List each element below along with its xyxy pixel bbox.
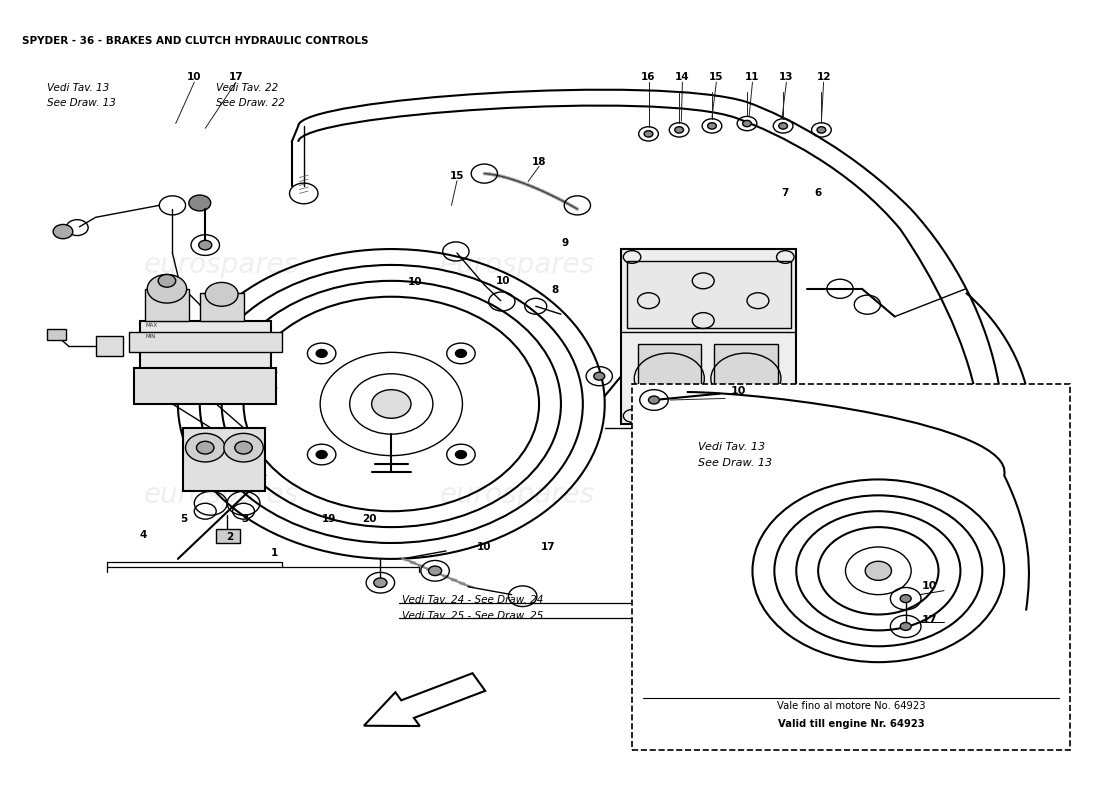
Text: 1: 1 (271, 547, 278, 558)
Circle shape (900, 622, 911, 630)
Text: Vale fino al motore No. 64923: Vale fino al motore No. 64923 (777, 702, 925, 711)
Text: 15: 15 (710, 73, 724, 82)
Circle shape (707, 122, 716, 129)
Text: Vedi Tav. 13: Vedi Tav. 13 (46, 83, 109, 94)
Text: 19: 19 (321, 514, 337, 524)
Text: Vedi Tav. 22: Vedi Tav. 22 (217, 83, 278, 94)
Circle shape (189, 195, 211, 211)
Text: 17: 17 (229, 73, 243, 82)
Circle shape (199, 240, 212, 250)
Bar (134, 368, 276, 404)
Circle shape (742, 120, 751, 126)
Circle shape (594, 372, 605, 380)
Circle shape (197, 442, 215, 454)
Bar (632, 384, 1070, 750)
Text: 10: 10 (922, 581, 937, 590)
Text: 10: 10 (187, 73, 201, 82)
Circle shape (372, 390, 411, 418)
Bar (46, 330, 66, 341)
Text: eurospares: eurospares (144, 251, 299, 279)
Circle shape (649, 396, 659, 404)
Bar (145, 289, 189, 321)
Text: 7: 7 (782, 189, 789, 198)
Circle shape (234, 442, 252, 454)
Bar (217, 529, 240, 543)
Circle shape (158, 274, 176, 287)
Text: 5: 5 (179, 514, 187, 524)
Circle shape (455, 450, 466, 458)
Text: 10: 10 (730, 386, 746, 396)
Circle shape (316, 450, 327, 458)
Text: Vedi Tav. 13: Vedi Tav. 13 (697, 442, 764, 452)
Text: 10: 10 (496, 276, 510, 286)
Text: eurospares: eurospares (440, 482, 595, 510)
Text: 10: 10 (408, 278, 422, 287)
Text: 17: 17 (540, 542, 556, 552)
Text: eurospares: eurospares (144, 482, 299, 510)
Bar (621, 249, 796, 424)
Text: Vedi Tav. 24 - See Draw. 24: Vedi Tav. 24 - See Draw. 24 (403, 595, 543, 605)
Text: 17: 17 (922, 615, 937, 625)
Text: Vedi Tav. 25 - See Draw. 25: Vedi Tav. 25 - See Draw. 25 (403, 611, 543, 621)
Text: 15: 15 (450, 171, 464, 181)
FancyArrow shape (364, 674, 485, 726)
Bar (140, 321, 271, 372)
Bar (968, 605, 997, 622)
Text: 9: 9 (562, 238, 569, 248)
Bar (129, 333, 282, 352)
Circle shape (206, 282, 238, 306)
Text: 16: 16 (641, 73, 656, 82)
Text: 11: 11 (745, 73, 760, 82)
Text: 6: 6 (814, 189, 822, 198)
Circle shape (900, 594, 911, 602)
Bar (184, 428, 265, 491)
Text: MAX: MAX (145, 323, 157, 329)
Bar (96, 337, 123, 356)
Circle shape (53, 225, 73, 238)
Text: 20: 20 (362, 514, 376, 524)
Circle shape (147, 274, 187, 303)
Circle shape (316, 350, 327, 358)
Text: 14: 14 (675, 73, 690, 82)
Text: Valid till engine Nr. 64923: Valid till engine Nr. 64923 (778, 719, 924, 729)
Bar (714, 344, 778, 412)
Text: See Draw. 13: See Draw. 13 (697, 458, 772, 467)
Text: See Draw. 22: See Draw. 22 (217, 98, 285, 108)
Bar (638, 344, 701, 412)
Text: 13: 13 (779, 73, 794, 82)
Text: 2: 2 (226, 532, 233, 542)
Text: SPYDER - 36 - BRAKES AND CLUTCH HYDRAULIC CONTROLS: SPYDER - 36 - BRAKES AND CLUTCH HYDRAULI… (22, 36, 368, 46)
Text: MIN: MIN (145, 334, 155, 339)
Text: 12: 12 (816, 73, 831, 82)
Circle shape (374, 578, 387, 587)
Circle shape (455, 350, 466, 358)
Text: eurospares: eurospares (440, 251, 595, 279)
Circle shape (817, 126, 826, 133)
Text: 8: 8 (552, 286, 559, 295)
Bar (200, 293, 243, 321)
Circle shape (674, 126, 683, 133)
Circle shape (866, 562, 891, 580)
Circle shape (645, 130, 653, 137)
Text: 18: 18 (531, 157, 547, 166)
Bar (627, 261, 791, 329)
Text: See Draw. 13: See Draw. 13 (46, 98, 116, 108)
Circle shape (779, 122, 788, 129)
Text: 10: 10 (477, 542, 492, 552)
Circle shape (224, 434, 263, 462)
Circle shape (429, 566, 441, 575)
Bar (654, 436, 697, 456)
Text: 4: 4 (140, 530, 146, 540)
Circle shape (186, 434, 224, 462)
Text: 3: 3 (241, 514, 249, 524)
